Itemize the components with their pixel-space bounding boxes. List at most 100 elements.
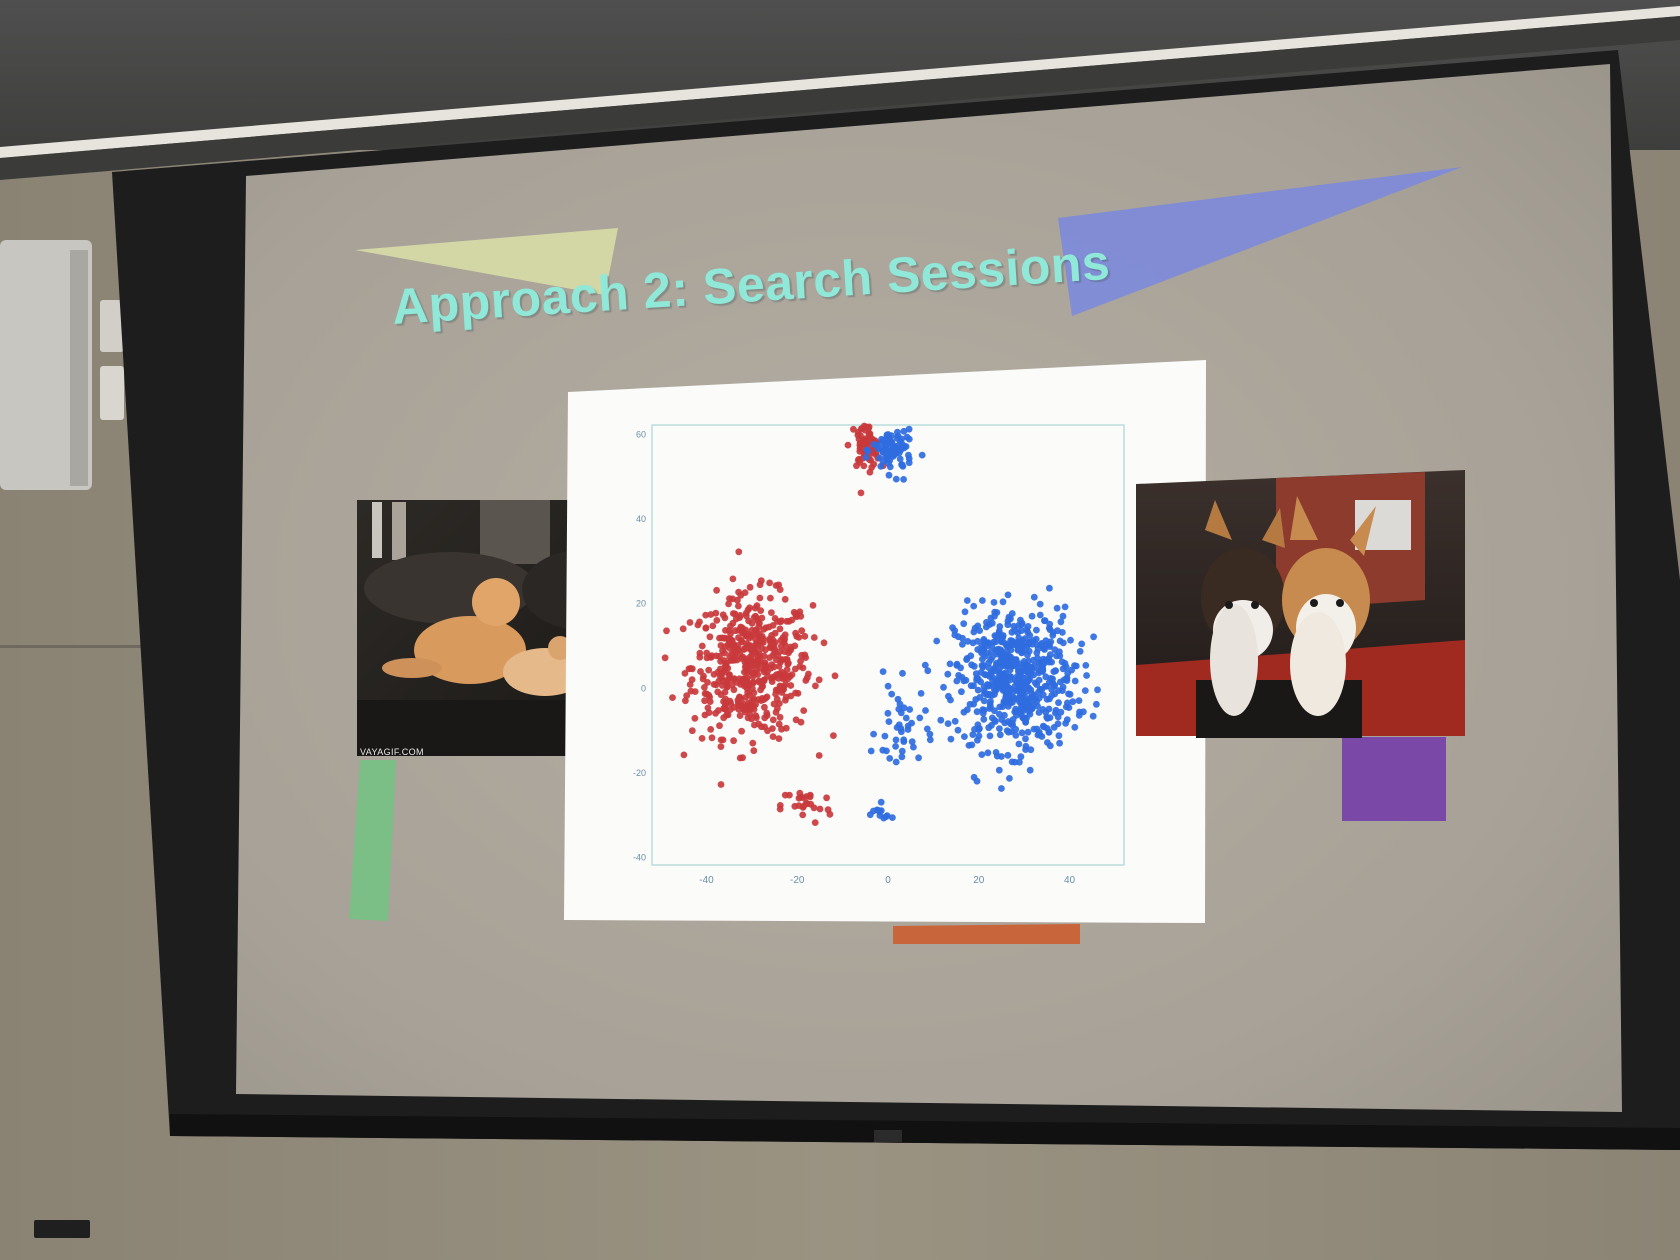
scatter-point: [1025, 647, 1033, 655]
scatter-point: [729, 610, 737, 617]
scatter-point: [749, 679, 757, 686]
scatter-point: [978, 751, 986, 758]
scatter-point: [926, 736, 934, 744]
scatter-point: [961, 733, 968, 740]
scatter-point: [776, 586, 784, 593]
scatter-point: [1015, 707, 1023, 714]
scatter-point: [1028, 704, 1036, 712]
scatter-point: [720, 669, 728, 676]
scatter-point: [905, 435, 913, 443]
scatter-point: [752, 626, 759, 634]
y-tick-label: -40: [633, 853, 646, 863]
scatter-point: [755, 639, 762, 647]
y-tick-label: -20: [633, 768, 646, 778]
scatter-point: [730, 737, 737, 745]
scatter-point: [1021, 714, 1028, 722]
scatter-point: [902, 714, 910, 722]
scatter-point: [984, 749, 992, 757]
scatter-point: [707, 726, 715, 733]
scatter-point: [991, 718, 999, 725]
chart-panel: [564, 360, 1206, 923]
scatter-point: [1083, 672, 1090, 679]
scatter-point: [940, 683, 947, 691]
scatter-point: [679, 625, 687, 633]
scatter-point: [904, 722, 912, 730]
scatter-point: [757, 697, 765, 704]
scatter-point: [831, 672, 839, 680]
scatter-point: [974, 686, 982, 694]
scatter-point: [980, 636, 988, 643]
scatter-point: [681, 670, 689, 677]
y-tick-label: 20: [636, 599, 646, 609]
scatter-point: [807, 800, 815, 808]
scatter-point: [1012, 725, 1020, 733]
scatter-point: [757, 607, 765, 614]
scatter-point: [877, 462, 885, 470]
scatter-point: [1069, 698, 1077, 706]
scatter-point: [753, 614, 761, 622]
scatter-point: [815, 752, 823, 759]
scatter-point: [992, 687, 999, 695]
scatter-point: [755, 720, 762, 728]
scatter-point: [988, 653, 996, 661]
scatter-point: [883, 747, 890, 755]
scatter-point: [1038, 640, 1046, 647]
scatter-point: [696, 649, 704, 657]
scatter-point: [736, 712, 744, 719]
scatter-point: [781, 595, 789, 603]
scatter-point: [926, 730, 934, 738]
dog-image: [1136, 470, 1465, 738]
scatter-point: [704, 679, 711, 686]
scatter-point: [859, 425, 866, 432]
scatter-point: [885, 718, 893, 725]
scatter-point: [1033, 626, 1040, 634]
scatter-point: [997, 657, 1004, 665]
scatter-point: [1009, 716, 1017, 723]
scatter-point: [778, 725, 785, 733]
scatter-point: [910, 743, 917, 751]
scatter-point: [764, 668, 771, 675]
scatter-point: [967, 652, 975, 660]
scatter-point: [915, 754, 922, 762]
scatter-point: [892, 736, 900, 744]
scatter-point: [1027, 746, 1035, 754]
scatter-point: [1045, 624, 1053, 632]
scatter-point: [986, 700, 994, 708]
scatter-point: [1053, 604, 1061, 612]
scatter-point: [1026, 710, 1034, 718]
scatter-point: [897, 709, 905, 717]
scatter-point: [958, 688, 965, 696]
scatter-point: [1018, 619, 1026, 627]
scatter-point: [1082, 662, 1090, 669]
scatter-point: [1011, 627, 1019, 634]
scatter-point: [1048, 692, 1056, 699]
scatter-point: [905, 459, 913, 467]
scatter-point: [970, 602, 978, 610]
scatter-point: [738, 727, 745, 735]
scatter-point: [1059, 612, 1067, 620]
scatter-point: [1004, 591, 1012, 599]
scatter-point: [1019, 687, 1027, 695]
scatter-point: [1005, 653, 1013, 661]
scatter-point: [1019, 663, 1026, 671]
scatter-point: [761, 714, 769, 722]
scatter-point: [781, 791, 789, 799]
scatter-point: [896, 455, 904, 463]
scatter-point: [853, 462, 860, 470]
scatter-point: [1012, 731, 1020, 739]
scatter-point: [965, 742, 973, 749]
scatter-point: [729, 619, 737, 627]
scatter-point: [918, 451, 926, 459]
scatter-point: [900, 476, 907, 483]
scatter-point: [884, 709, 892, 717]
scatter-point: [795, 634, 803, 641]
scatter-point: [1020, 658, 1028, 665]
scatter-point: [1055, 732, 1063, 740]
x-tick-label: -40: [699, 875, 714, 886]
scatter-point: [753, 659, 760, 667]
scatter-point: [796, 663, 804, 670]
scatter-point: [995, 766, 1003, 774]
scatter-point: [1042, 673, 1050, 681]
scatter-point: [1056, 739, 1063, 747]
scatter-point: [775, 663, 783, 670]
